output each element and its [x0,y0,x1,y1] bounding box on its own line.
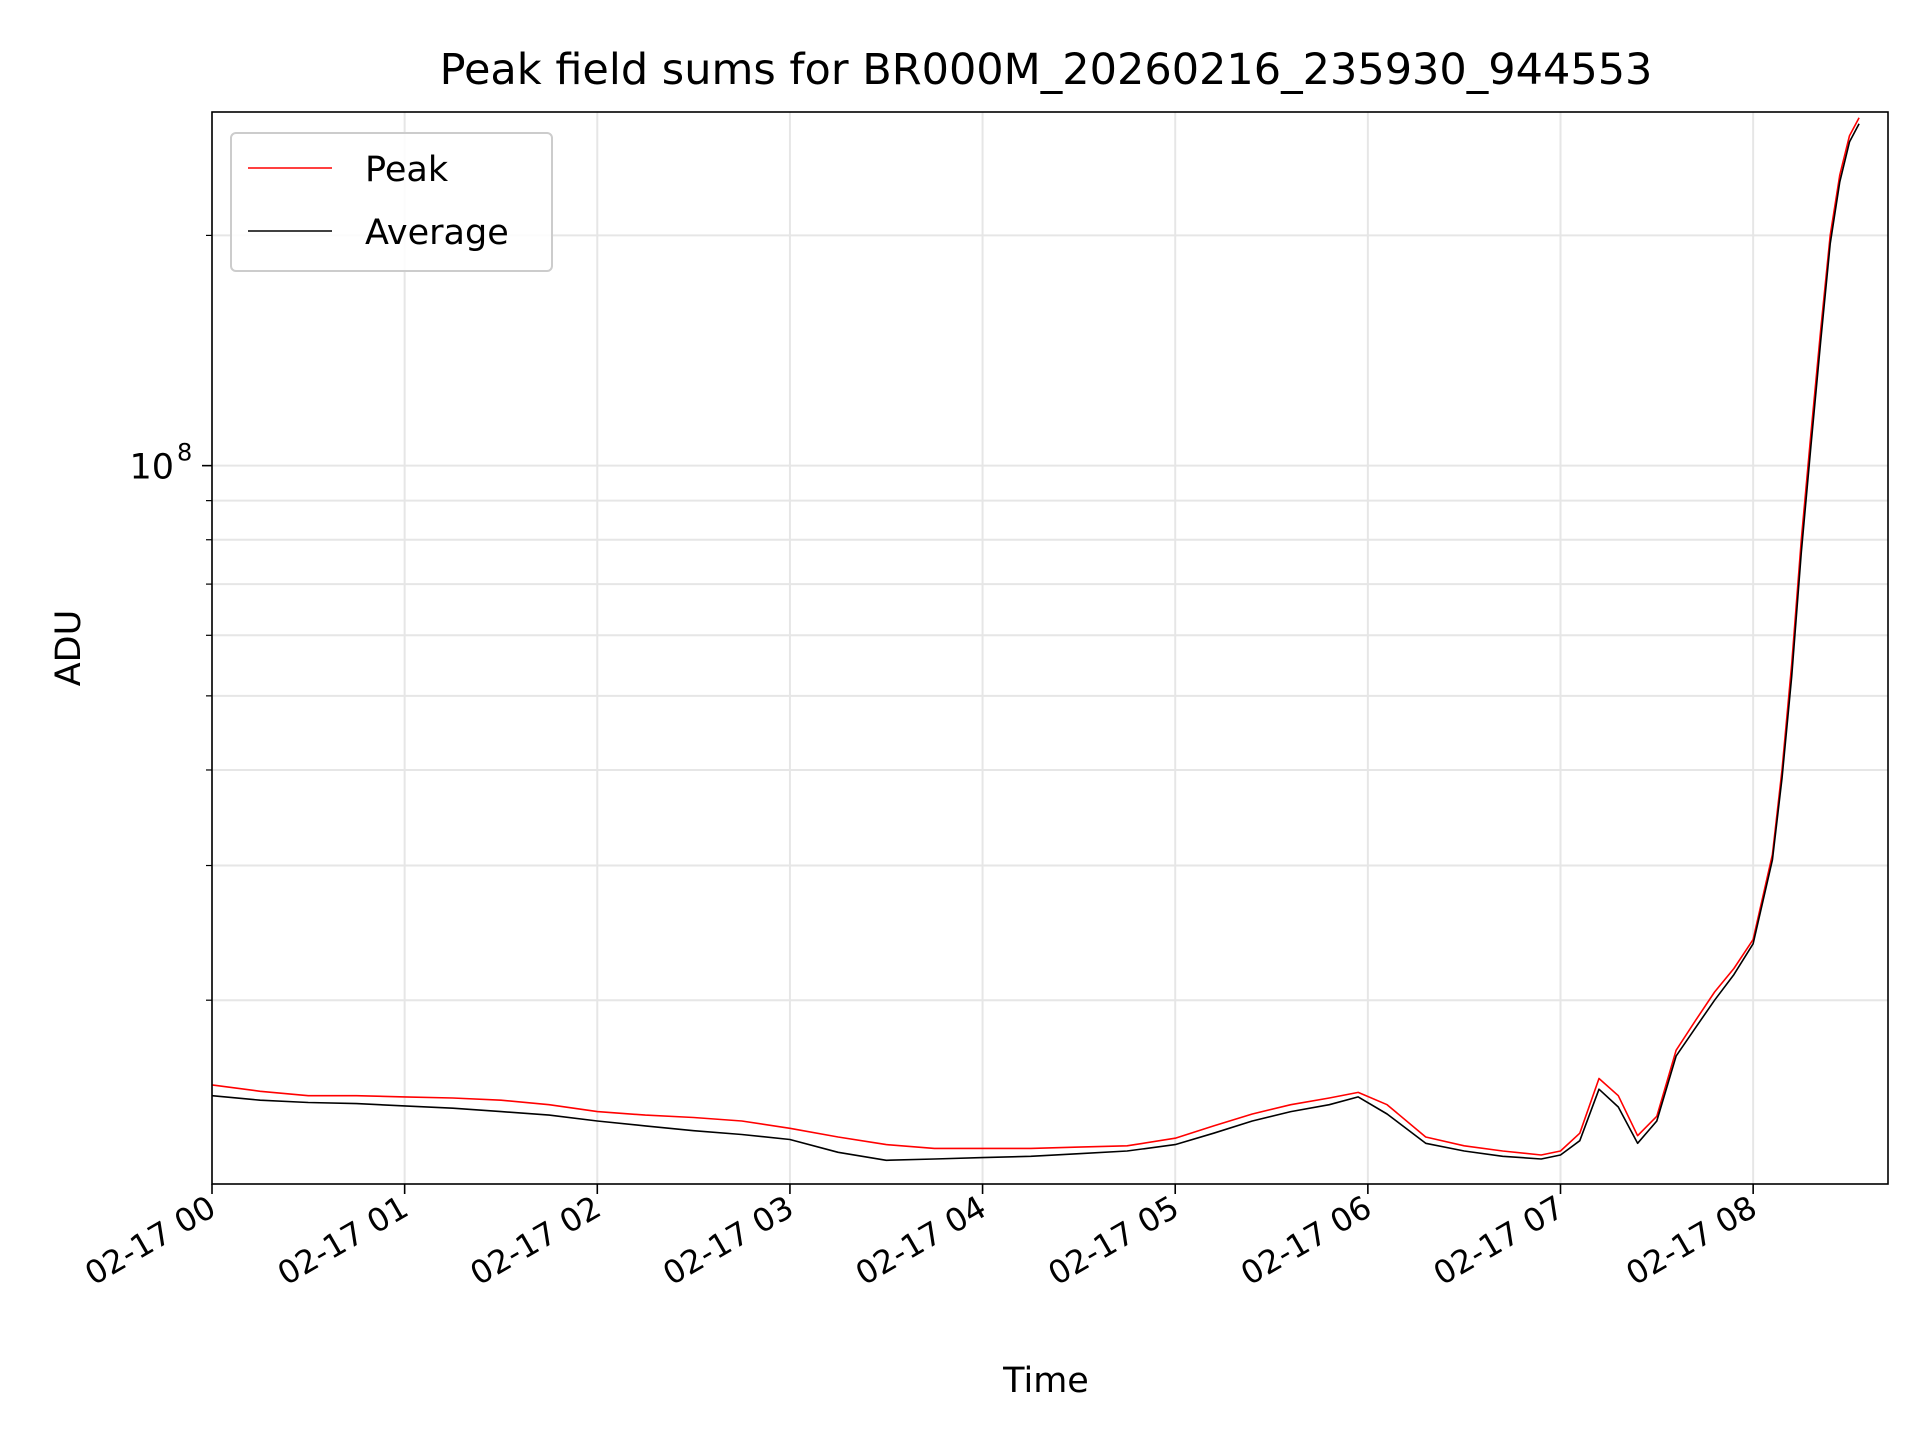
series-line-average [211,123,1860,1162]
chart-title: Peak field sums for BR000M_20260216_2359… [440,45,1653,95]
y-tick-label-exponent: 8 [177,439,192,467]
legend: Peak Average [230,132,553,272]
legend-peak-label: Peak [365,150,449,190]
x-axis-label: Time [1002,1361,1089,1401]
legend-average-label: Average [365,213,509,253]
y-axis-label: ADU [49,610,89,687]
y-tick-label: 10 [129,448,174,488]
series-layer [211,117,1860,1162]
series-line-peak [211,117,1860,1156]
plot-frame [211,111,1889,1185]
grid-layer [211,112,1888,1184]
